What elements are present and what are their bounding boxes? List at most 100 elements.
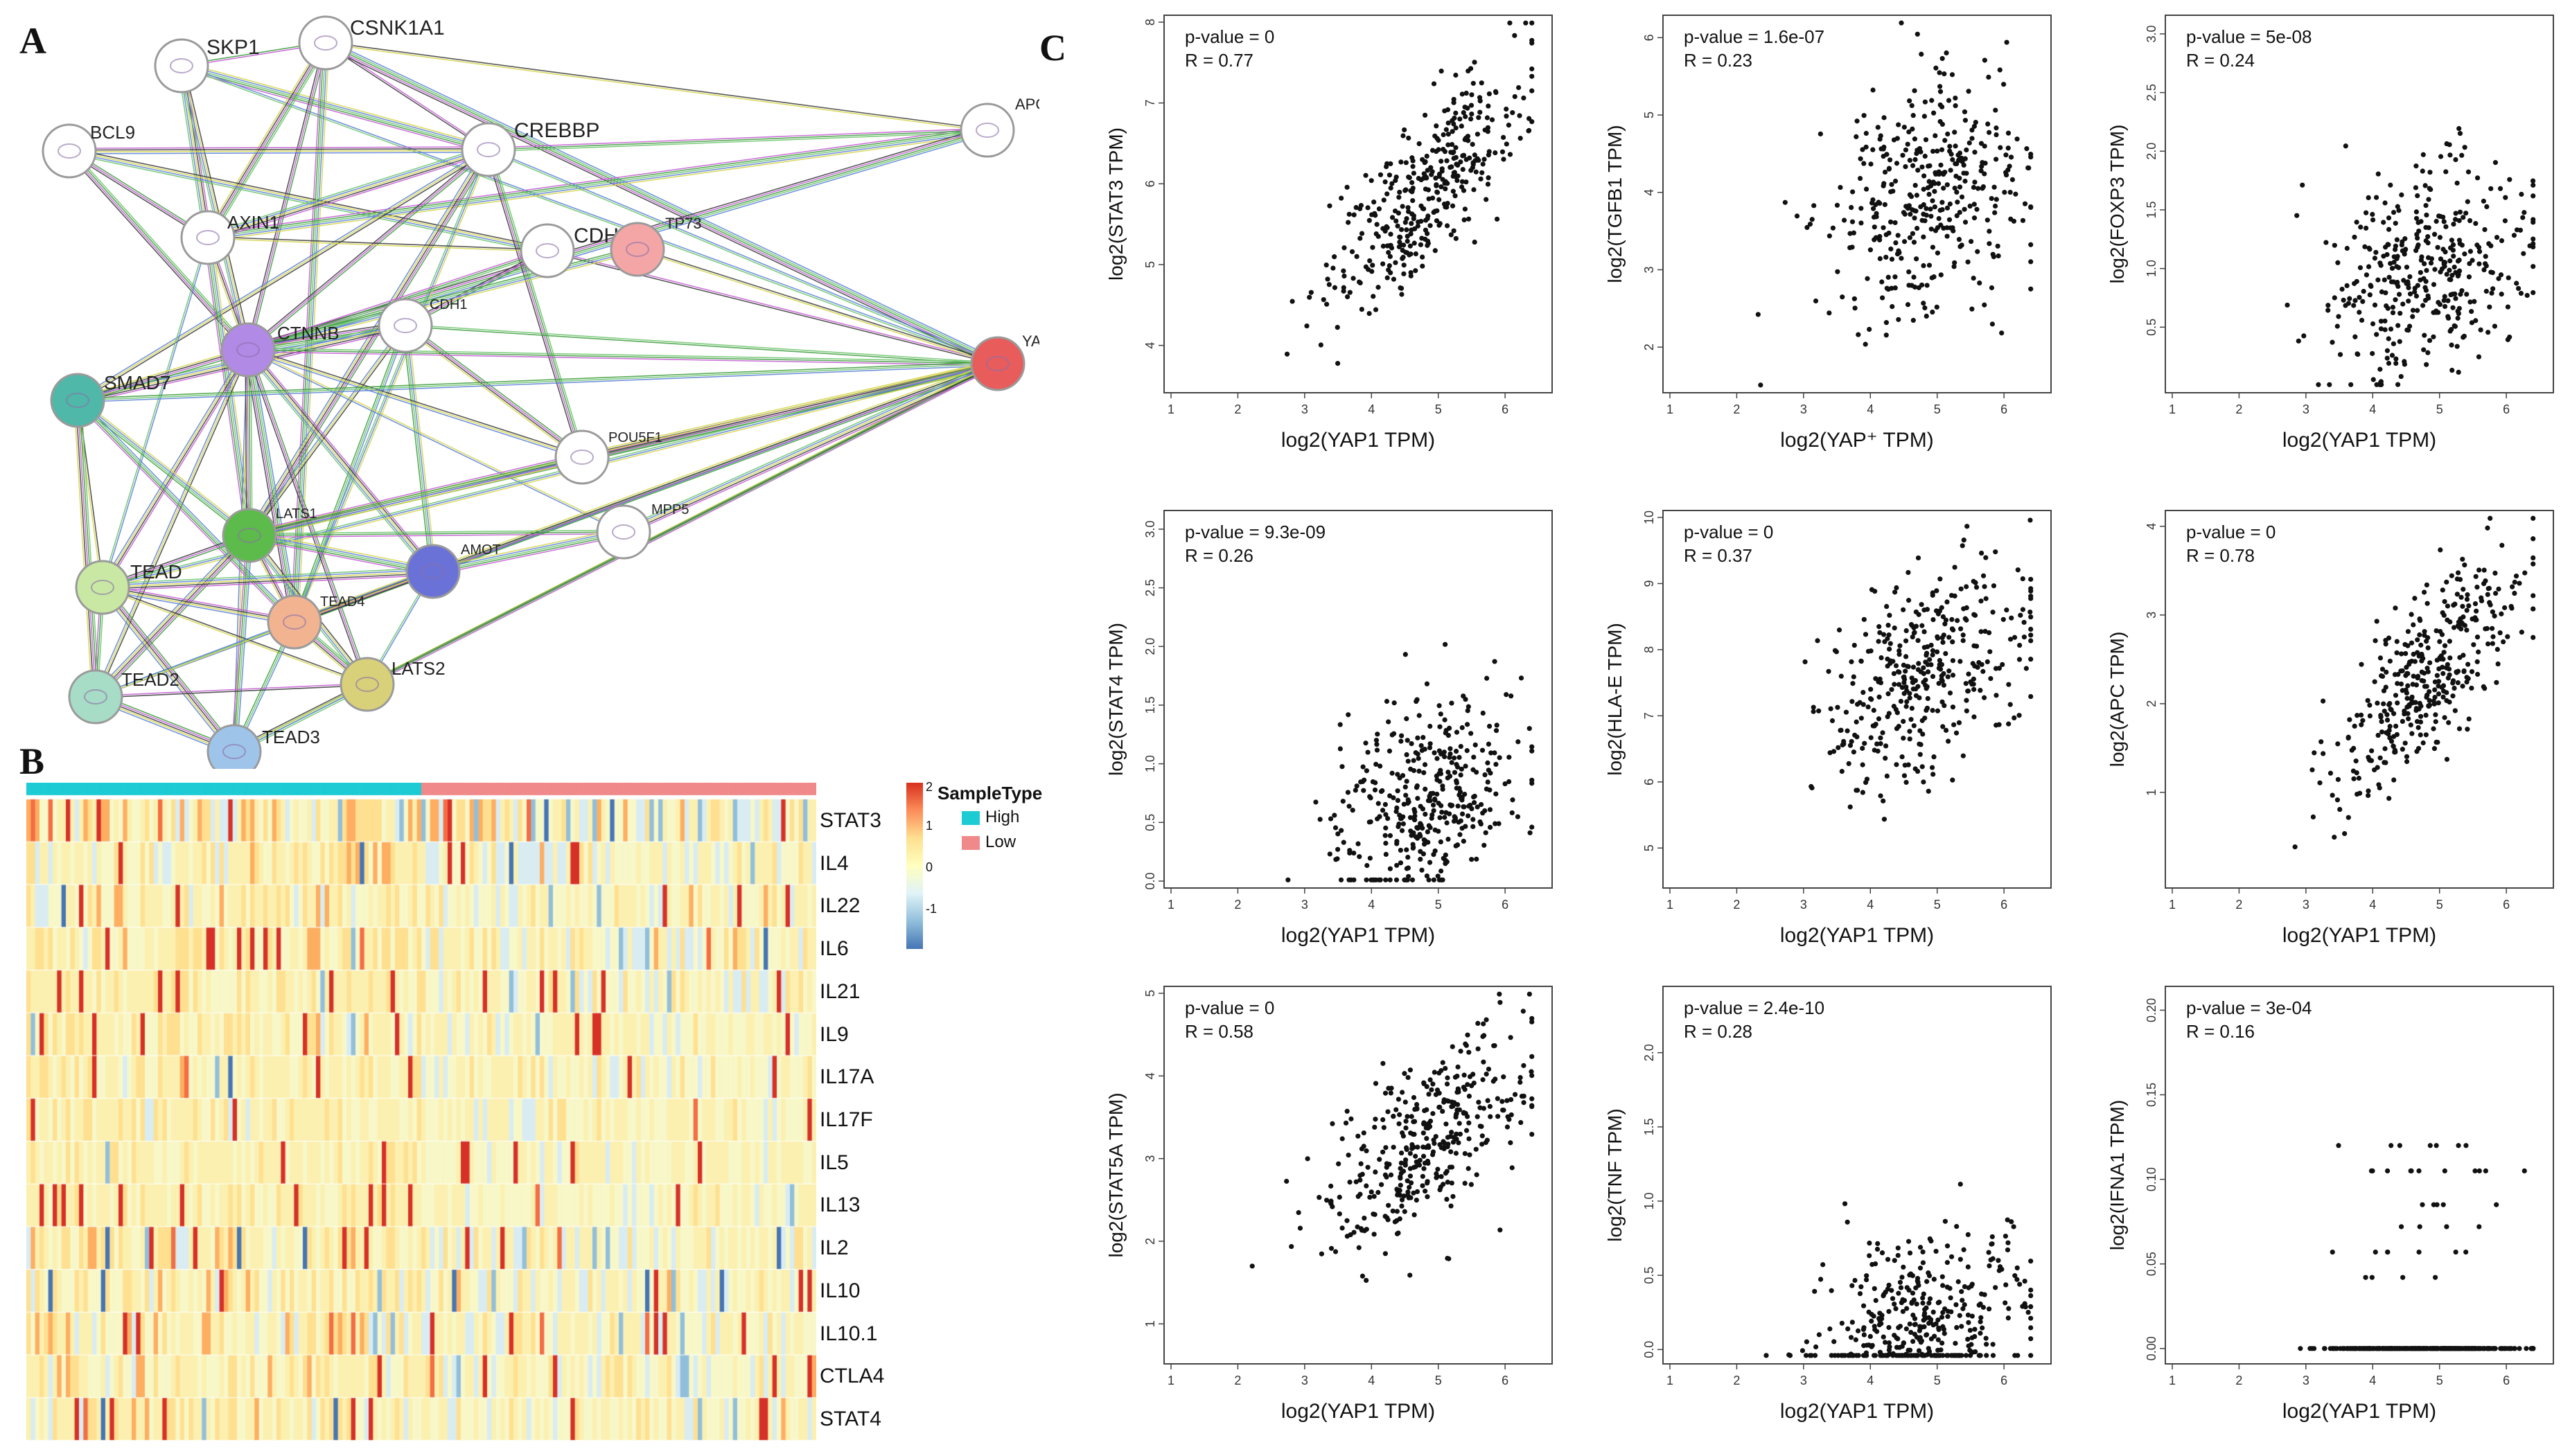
scatter-point	[1449, 760, 1454, 765]
network-node-lats2[interactable]	[340, 657, 395, 712]
scatter-point	[1403, 1145, 1409, 1151]
scatter-point	[1527, 830, 1533, 835]
scatter-point	[1881, 798, 1886, 804]
scatter-point	[1912, 88, 1917, 94]
scatter-point	[2427, 702, 2433, 708]
scatter-point	[2406, 323, 2413, 329]
scatter-point	[2028, 576, 2034, 582]
scatter-point	[1388, 270, 1393, 276]
network-node-tead3[interactable]	[206, 724, 262, 769]
network-node-crebbp[interactable]	[461, 122, 516, 177]
scatter-point	[1964, 698, 1969, 703]
scatter-point	[2363, 1275, 2368, 1280]
scatter-point	[1380, 788, 1385, 794]
scatter-point	[1442, 815, 1447, 820]
scatter-point	[1901, 124, 1907, 130]
scatter-point	[1443, 641, 1448, 647]
scatter-point	[2447, 655, 2453, 661]
scatter-point	[2378, 713, 2384, 718]
network-node-apc[interactable]	[960, 103, 1015, 158]
scatter-point	[2449, 292, 2455, 297]
scatter-point	[1424, 1180, 1430, 1186]
scatter-point	[1969, 1342, 1974, 1347]
network-node-bcl9[interactable]	[42, 123, 97, 179]
scatter-point	[1373, 1081, 1379, 1086]
scatter-point	[1971, 123, 1978, 129]
network-node-tead2[interactable]	[68, 669, 123, 725]
scatter-point	[1434, 1175, 1439, 1180]
network-node-axin1[interactable]	[180, 210, 236, 265]
scatter-point	[2469, 309, 2474, 314]
network-edge-BCL9-CDH17	[69, 151, 547, 253]
scatter-point	[1450, 1044, 1455, 1049]
scatter-point	[2531, 606, 2536, 612]
scatter-point	[1529, 744, 1535, 749]
scatter-point	[1355, 1193, 1361, 1199]
plot-frame	[1662, 510, 2052, 889]
scatter-point	[2450, 247, 2456, 253]
plot-frame	[2165, 510, 2554, 889]
scatter-point	[1964, 617, 1969, 623]
scatter-point	[1961, 1247, 1966, 1252]
network-node-amot[interactable]	[405, 544, 461, 599]
network-edge-CSNK1A1-APC	[326, 41, 988, 130]
scatter-point	[1887, 641, 1893, 646]
scatter-point	[1344, 1108, 1350, 1114]
network-node-tead4[interactable]	[267, 594, 322, 650]
scatter-point	[2355, 791, 2360, 797]
scatter-point	[2309, 767, 2315, 773]
legend-swatch-high	[962, 810, 980, 825]
scatter-point	[1487, 824, 1493, 830]
network-edge-BCL9-CREBBP	[69, 146, 489, 149]
scatter-point	[1476, 115, 1481, 121]
x-tick-label: 5	[1435, 898, 1442, 912]
scatter-point	[1884, 603, 1890, 610]
scatter-point	[2355, 713, 2360, 718]
network-node-yap1[interactable]	[970, 336, 1026, 391]
scatter-point	[1353, 788, 1358, 793]
scatter-point	[1863, 144, 1869, 150]
network-node-mpp5[interactable]	[596, 504, 651, 560]
network-node-ctnnb[interactable]	[220, 322, 276, 378]
scatter-point	[2524, 1346, 2529, 1351]
scatter-point	[1903, 163, 1908, 170]
scatter-point	[2388, 260, 2393, 266]
scatter-point	[1421, 1080, 1427, 1085]
network-node-pou5f1[interactable]	[554, 429, 610, 485]
network-node-skp1[interactable]	[154, 38, 209, 94]
scatter-point	[1344, 1218, 1350, 1223]
network-node-tead[interactable]	[75, 560, 130, 615]
scatter-point	[2416, 1168, 2422, 1173]
scatter-point	[2426, 197, 2431, 202]
scatter-point	[1443, 1121, 1449, 1127]
scatter-point	[1461, 804, 1467, 810]
network-node-cdh17[interactable]	[520, 223, 575, 278]
scatter-point	[1942, 1306, 1948, 1312]
network-node-cdh1[interactable]	[378, 298, 433, 353]
scatter-point	[1425, 187, 1432, 193]
scatter-point	[1936, 1325, 1942, 1331]
scatter-point	[1885, 623, 1891, 628]
scatter-point	[1384, 275, 1390, 281]
scatter-point	[1924, 650, 1930, 656]
network-node-csnk1a1[interactable]	[298, 15, 353, 71]
scatter-point	[1495, 1096, 1500, 1101]
scatter-point	[1341, 285, 1346, 290]
scatter-point	[1484, 1137, 1490, 1143]
scatter-point	[2487, 304, 2492, 310]
scatter-point	[2456, 619, 2462, 625]
scatter-point	[1365, 1164, 1371, 1170]
scatter-point	[1964, 708, 1969, 713]
scatter-point	[2449, 272, 2455, 278]
network-node-tp73[interactable]	[610, 222, 665, 277]
scatter-point	[2395, 204, 2400, 209]
heatmap-row-labels: STAT3 IL4 IL22 IL6 IL21 IL9 IL17A IL17F IL5 IL13 I…	[820, 783, 910, 1441]
scatter-point	[1389, 215, 1396, 220]
network-node-label: CREBBP	[514, 119, 599, 142]
network-node-lats1[interactable]	[222, 508, 277, 563]
scatter-point	[1763, 1353, 1769, 1358]
network-edge-CTNNB-LATS2	[249, 348, 370, 684]
network-edge-BCL9-CDH17	[69, 153, 547, 254]
network-node-smad7[interactable]	[50, 373, 105, 428]
x-tick-label: 4	[1867, 898, 1874, 912]
